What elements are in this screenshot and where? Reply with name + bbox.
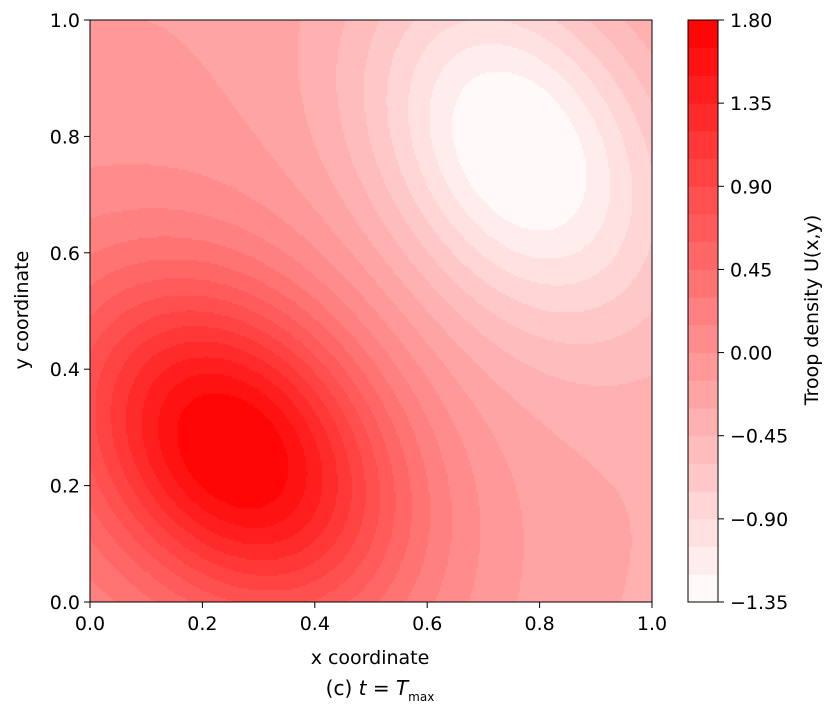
colorbar-band xyxy=(688,518,718,548)
colorbar-band xyxy=(688,352,718,381)
colorbar-band xyxy=(688,408,718,437)
colorbar-tick-label: −0.45 xyxy=(730,426,788,448)
colorbar-band xyxy=(688,186,718,215)
y-axis-label: y coordinate xyxy=(11,251,33,370)
colorbar-band xyxy=(688,297,718,326)
x-tick-label: 0.0 xyxy=(75,613,105,635)
colorbar-band xyxy=(688,75,718,104)
colorbar-band xyxy=(688,47,718,76)
colorbar-label: Troop density U(x,y) xyxy=(801,215,823,407)
y-tick-label: 0.8 xyxy=(50,126,80,148)
x-tick-label: 0.2 xyxy=(187,613,217,635)
caption-equals: = xyxy=(366,676,396,700)
colorbar-band xyxy=(688,269,718,298)
colorbar-band xyxy=(688,130,718,160)
colorbar-band xyxy=(688,158,718,187)
y-tick-label: 0.0 xyxy=(50,592,80,614)
caption-subscript: max xyxy=(408,690,435,704)
contour-fill xyxy=(90,20,652,602)
y-axis: 0.0 0.2 0.4 0.6 0.8 1.0 xyxy=(50,10,90,614)
colorbar: 1.80 1.35 0.90 0.45 0.00 −0.45 −0.90 −1.35 xyxy=(687,10,788,614)
x-tick-label: 1.0 xyxy=(637,613,667,635)
caption-prefix: (c) xyxy=(325,676,359,700)
colorbar-band xyxy=(688,103,718,132)
colorbar-tick-label: 0.00 xyxy=(730,343,772,365)
colorbar-band xyxy=(688,574,718,603)
caption-variable: t xyxy=(358,676,367,700)
x-tick-label: 0.6 xyxy=(412,613,442,635)
colorbar-tick-label: 0.45 xyxy=(730,259,772,281)
colorbar-band xyxy=(688,214,718,243)
caption-symbol: T xyxy=(395,676,409,700)
figure-caption: (c) t = Tmax xyxy=(0,676,760,704)
plot-area xyxy=(89,19,653,603)
colorbar-frame xyxy=(687,19,719,603)
colorbar-band xyxy=(688,20,718,49)
y-tick-label: 0.2 xyxy=(50,476,80,498)
x-tick-label: 0.8 xyxy=(524,613,554,635)
colorbar-band xyxy=(688,491,718,520)
colorbar-tick-label: −0.90 xyxy=(730,509,788,531)
colorbar-band xyxy=(688,435,718,464)
colorbar-tick-label: 0.90 xyxy=(730,176,772,198)
y-tick-label: 0.6 xyxy=(50,243,80,265)
colorbar-band xyxy=(688,324,718,354)
colorbar-tick-label: 1.35 xyxy=(730,93,772,115)
colorbar-tick-label: 1.80 xyxy=(730,10,772,32)
x-axis: 0.0 0.2 0.4 0.6 0.8 1.0 xyxy=(75,602,667,635)
plot-frame xyxy=(89,19,653,603)
x-axis-label: x coordinate xyxy=(311,647,430,669)
colorbar-tick-label: −1.35 xyxy=(730,592,788,614)
y-tick-label: 0.4 xyxy=(50,359,80,381)
colorbar-band xyxy=(688,546,718,575)
colorbar-band xyxy=(688,463,718,492)
x-tick-label: 0.4 xyxy=(300,613,330,635)
colorbar-band xyxy=(688,241,718,270)
colorbar-band xyxy=(688,380,718,409)
y-tick-label: 1.0 xyxy=(50,10,80,32)
